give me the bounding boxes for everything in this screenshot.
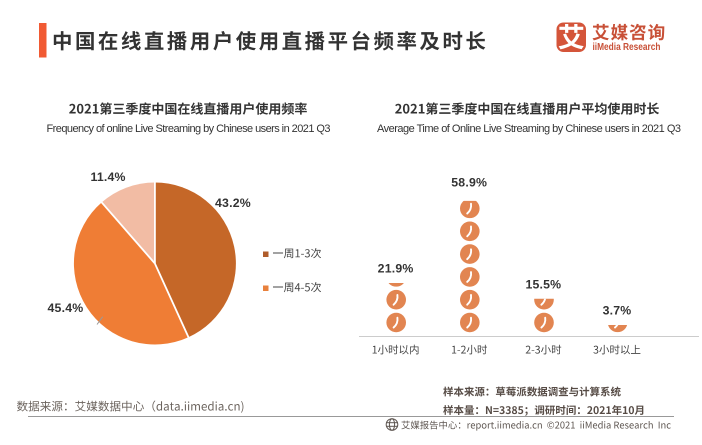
svg-text:43.2%: 43.2% [215, 196, 251, 210]
svg-text:15.5%: 15.5% [525, 278, 561, 292]
svg-text:Average Time of Online Live St: Average Time of Online Live Streaming by… [377, 123, 681, 135]
svg-text:45.4%: 45.4% [48, 301, 84, 315]
svg-text:Frequency of online Live Strea: Frequency of online Live Streaming by Ch… [47, 123, 331, 135]
svg-text:iiMedia Research: iiMedia Research [593, 41, 661, 53]
svg-text:3.7%: 3.7% [603, 304, 632, 318]
svg-text:58.9%: 58.9% [451, 176, 487, 190]
svg-text:21.9%: 21.9% [378, 262, 414, 276]
svg-text:11.4%: 11.4% [91, 170, 126, 184]
